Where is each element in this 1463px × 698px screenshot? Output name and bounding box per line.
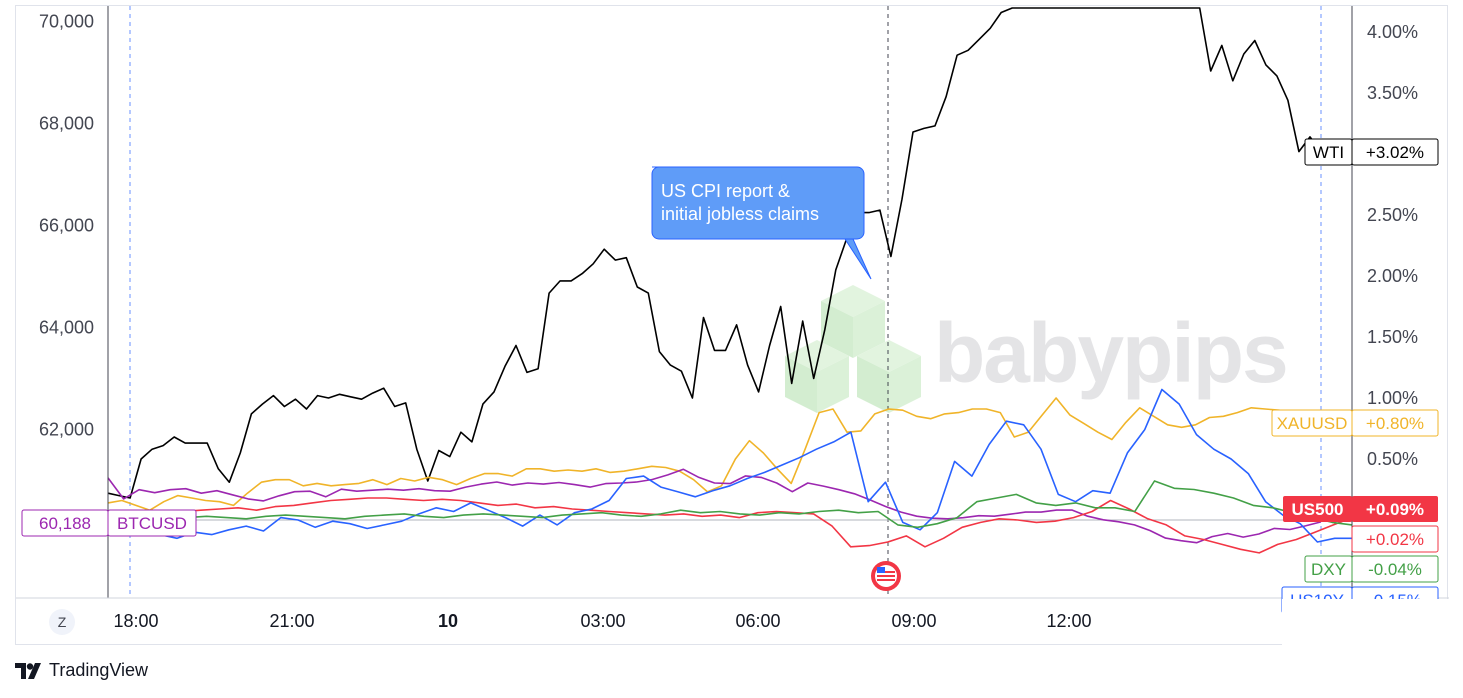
series-line-us10y xyxy=(107,388,1352,543)
series-name-tag: XAUUSD xyxy=(1277,414,1348,433)
series-value-tag-bg xyxy=(1351,525,1439,553)
series-line-btcusd xyxy=(107,468,1322,544)
series-line-wti xyxy=(107,7,1322,499)
right-axis-tick-label: 1.00% xyxy=(1367,388,1418,408)
series-value-tag: +0.80% xyxy=(1366,414,1424,433)
series-value-tag: +0.02% xyxy=(1366,530,1424,549)
series-name-tag: DXY xyxy=(1311,560,1346,579)
us-event-flag-icon[interactable] xyxy=(871,561,901,591)
left-axis-tick-label: 64,000 xyxy=(39,318,94,338)
right-axis-tick-label: 2.50% xyxy=(1367,205,1418,225)
timezone-z-button[interactable]: Z xyxy=(49,609,75,635)
series-name-tag: US500 xyxy=(1292,500,1344,519)
series-label-dxy[interactable]: DXY -0.04% xyxy=(1304,555,1439,583)
series-value-tag-bg xyxy=(1352,496,1438,522)
btc-name-tag: BTCUSD xyxy=(117,514,187,533)
axis-mask xyxy=(1282,599,1352,645)
btc-name-tag-bg xyxy=(107,509,197,537)
time-axis-tick-label: 09:00 xyxy=(891,611,936,631)
time-axis-tick-label: 12:00 xyxy=(1046,611,1091,631)
series-value-tag: +3.02% xyxy=(1366,143,1424,162)
timezone-z-button-label: Z xyxy=(58,614,67,630)
btc-value-tag: 60,188 xyxy=(39,514,91,533)
series-label-xauusd[interactable]: XAUUSD +0.80% xyxy=(1271,409,1439,437)
series-value-tag-bg xyxy=(1351,409,1439,437)
chart-svg: babypips US CPI report & initial jobless … xyxy=(16,6,1449,645)
annotation-callout[interactable]: US CPI report & initial jobless claims xyxy=(651,166,872,280)
babypips-watermark: babypips xyxy=(785,285,1289,413)
series-label-btcusd[interactable]: 60,188 BTCUSD xyxy=(21,509,197,537)
left-axis-tick-label: 62,000 xyxy=(39,420,94,440)
annotation-line-2: initial jobless claims xyxy=(661,204,819,224)
us-flag-stripe xyxy=(877,575,895,577)
time-axis-tick-label: 21:00 xyxy=(269,611,314,631)
time-axis-tick-label: 10 xyxy=(438,611,458,631)
right-axis-tick-label: 4.00% xyxy=(1367,22,1418,42)
series-value-tag-bg xyxy=(1351,138,1439,166)
us-flag-stripe xyxy=(877,579,895,581)
timezone-z-button-bg xyxy=(49,609,75,635)
series-line-us500 xyxy=(107,497,1353,554)
annotation-line-1: US CPI report & xyxy=(661,181,790,201)
series-line-dxy xyxy=(107,480,1353,529)
left-axis-tick-label: 68,000 xyxy=(39,114,94,134)
right-axis-tick-label: 2.00% xyxy=(1367,266,1418,286)
series-value-tag-bg xyxy=(1351,555,1439,583)
series-value-tag: +0.09% xyxy=(1366,500,1424,519)
time-axis-tick-label: 03:00 xyxy=(580,611,625,631)
axis-mask xyxy=(1352,599,1449,645)
us-flag-stripe xyxy=(877,571,895,573)
chart-frame: babypips US CPI report & initial jobless … xyxy=(15,5,1449,645)
series-label-us500-secondary[interactable]: +0.02% xyxy=(1351,525,1439,553)
right-axis-tick-label: 1.50% xyxy=(1367,327,1418,347)
left-axis-tick-label: 70,000 xyxy=(39,12,94,32)
right-axis-tick-label: 3.50% xyxy=(1367,83,1418,103)
footer-brand-label: TradingView xyxy=(49,660,149,680)
footer-brand[interactable]: TradingView xyxy=(15,660,148,681)
time-axis-tick-label: 18:00 xyxy=(113,611,158,631)
us-flag-canton xyxy=(877,567,885,573)
tradingview-logo-icon xyxy=(15,662,41,679)
series-line-xauusd xyxy=(107,397,1322,512)
left-axis-tick-label: 66,000 xyxy=(39,216,94,236)
series-label-wti[interactable]: WTI +3.02% xyxy=(1304,138,1439,166)
series-name-tag-bg xyxy=(1283,496,1352,522)
right-axis-tick-label: 0.50% xyxy=(1367,449,1418,469)
annotation-bubble xyxy=(651,166,872,280)
svg-text:babypips: babypips xyxy=(934,306,1287,400)
series-value-tag: -0.04% xyxy=(1368,560,1422,579)
series-name-tag: WTI xyxy=(1313,143,1344,162)
time-axis-tick-label: 06:00 xyxy=(735,611,780,631)
series-label-us500[interactable]: US500 +0.09% xyxy=(1283,496,1438,522)
